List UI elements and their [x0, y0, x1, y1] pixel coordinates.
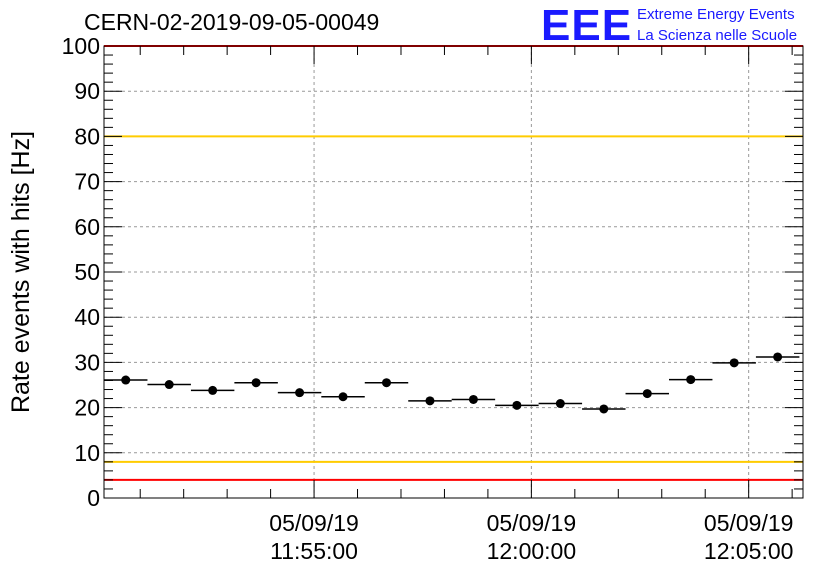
- eee-logo: EEE Extreme Energy Events La Scienza nel…: [541, 1, 797, 50]
- y-tick-label: 40: [74, 304, 100, 330]
- y-tick-label: 90: [74, 78, 100, 104]
- y-tick-label: 10: [74, 440, 100, 466]
- data-point: [295, 388, 305, 398]
- y-tick-label: 30: [74, 349, 100, 375]
- data-point: [599, 404, 609, 414]
- y-tick-label: 0: [87, 485, 100, 511]
- y-tick-label: 100: [62, 33, 100, 59]
- y-tick-label: 70: [74, 169, 100, 195]
- x-tick-date: 05/09/19: [269, 510, 359, 536]
- grid: [104, 46, 803, 498]
- data-point: [773, 352, 783, 362]
- y-tick-label: 20: [74, 395, 100, 421]
- limit-lines: [104, 45, 803, 481]
- data-point: [686, 375, 696, 385]
- y-tick-label: 80: [74, 123, 100, 149]
- run-title: CERN-02-2019-09-05-00049: [84, 9, 379, 35]
- y-tick-label: 60: [74, 214, 100, 240]
- x-tick-time: 12:05:00: [704, 538, 794, 564]
- logo-eee-text: EEE: [541, 1, 632, 50]
- data-point: [251, 378, 261, 388]
- logo-line-2: La Scienza nelle Scuole: [637, 27, 797, 44]
- data-point: [729, 358, 739, 368]
- data-point: [468, 394, 478, 404]
- y-axis-label: Rate events with hits [Hz]: [7, 131, 35, 413]
- data-point: [555, 399, 565, 409]
- y-tick-label: 50: [74, 259, 100, 285]
- data-point: [208, 385, 218, 395]
- data-point: [642, 389, 652, 399]
- data-point: [164, 380, 174, 390]
- data-points: [104, 352, 800, 414]
- data-point: [512, 400, 522, 410]
- axes: 010203040506070809010005/09/1911:55:0005…: [62, 33, 804, 564]
- plot-frame: [103, 45, 804, 499]
- data-point: [121, 375, 131, 385]
- data-point: [381, 378, 391, 388]
- x-tick-time: 11:55:00: [270, 538, 358, 564]
- x-tick-date: 05/09/19: [487, 510, 577, 536]
- logo-line-1: Extreme Energy Events: [637, 6, 795, 23]
- x-tick-date: 05/09/19: [704, 510, 794, 536]
- data-point: [425, 396, 435, 406]
- data-point: [338, 392, 348, 402]
- x-tick-time: 12:00:00: [487, 538, 577, 564]
